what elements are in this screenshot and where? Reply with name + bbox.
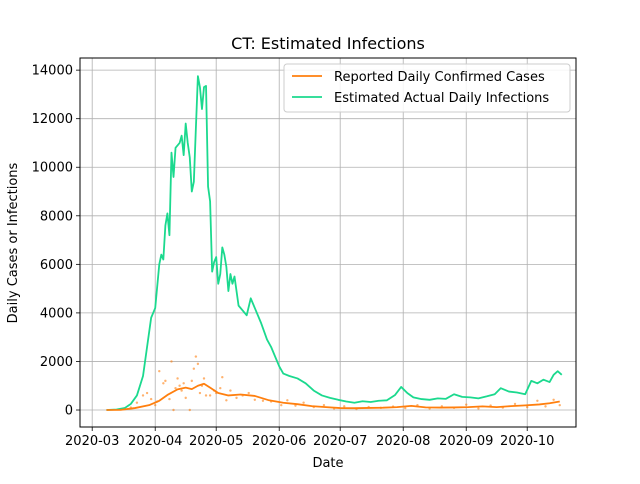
reported-daily-point [235,396,238,400]
reported-daily-point [404,406,407,410]
reported-daily-point [343,405,346,408]
legend-box [283,63,571,113]
reported-daily-point [135,401,139,404]
reported-daily-point [219,386,222,390]
reported-daily-point [544,405,547,408]
x-tick-label: 2020-04 [128,434,182,449]
reported-daily-point [178,384,181,387]
reported-daily-point [154,403,157,407]
reported-daily-point [536,399,539,402]
reported-daily-point [261,399,265,402]
reported-daily-point [162,382,165,385]
reported-daily-point [158,369,161,373]
data-layer [106,75,563,412]
reported-daily-point [149,397,153,401]
legend-label-estimated: Estimated Actual Daily Infections [334,91,549,106]
y-tick-label: 6000 [40,258,73,273]
x-tick-label: 2020-06 [252,434,306,449]
x-tick-label: 2020-05 [189,434,243,449]
reported-daily-point [184,396,187,400]
reported-daily-point [198,391,202,395]
y-axis-label: Daily Cases or Infections [6,162,21,323]
reported-daily-point [202,377,206,380]
reported-daily-point [174,386,177,390]
reported-daily-point [170,360,173,363]
y-tick-label: 0 [65,404,73,419]
reported-daily-point [196,362,200,366]
x-tick-label: 2020-08 [376,434,430,449]
y-tick-label: 2000 [40,355,73,370]
reported-daily-point [180,389,183,392]
grid-layer [80,58,576,427]
y-tick-label: 8000 [40,209,73,224]
plot-frame [79,57,577,428]
y-tick-label: 12000 [32,112,73,127]
reported-daily-point [221,376,224,379]
reported-daily-point [145,391,149,395]
reported-daily-point [552,398,555,402]
reported-daily-point [204,394,208,397]
reported-daily-point [182,382,185,385]
tick-layer: 2020-03 2020-04 2020-05 2020-06 2020-07 2020-… [32,64,555,449]
y-tick-label: 10000 [32,161,73,176]
x-tick-label: 2020-03 [65,434,119,449]
reported-daily-point [176,377,179,380]
reported-daily-point [465,403,468,406]
x-tick-label: 2020-07 [313,434,367,449]
reported-daily-point [168,397,171,401]
x-tick-label: 2020-09 [439,434,493,449]
reported-cases-line [106,382,560,411]
reported-daily-point [172,408,175,412]
x-axis-label: Date [312,456,343,471]
reported-daily-point [302,401,305,404]
reported-daily-point [322,403,326,407]
reported-daily-point [190,379,194,383]
chart-title: CT: Estimated Infections [231,34,425,53]
reported-daily-point [526,405,529,409]
legend: Reported Daily Confirmed Cases Estimated… [283,63,571,113]
x-tick-label: 2020-10 [500,434,554,449]
reported-daily-point [253,398,257,402]
reported-daily-point [280,403,283,407]
y-tick-label: 14000 [32,64,73,79]
reported-daily-point [194,355,198,358]
reported-daily-point [558,403,561,407]
reported-daily-point [247,391,250,395]
reported-daily-point [208,394,212,397]
legend-label-reported: Reported Daily Confirmed Cases [334,70,545,85]
reported-daily-point [294,404,297,407]
y-tick-label: 4000 [40,306,73,321]
reported-daily-point [192,367,196,370]
reported-daily-point [286,399,289,402]
reported-daily-point [513,402,517,406]
reported-daily-point [141,394,145,397]
reported-daily-point [229,389,232,392]
reported-daily-point [225,399,228,402]
estimated-infections-line [106,75,563,411]
reported-daily-point [477,407,480,410]
reported-daily-point [164,379,167,383]
reported-daily-point [188,408,191,412]
